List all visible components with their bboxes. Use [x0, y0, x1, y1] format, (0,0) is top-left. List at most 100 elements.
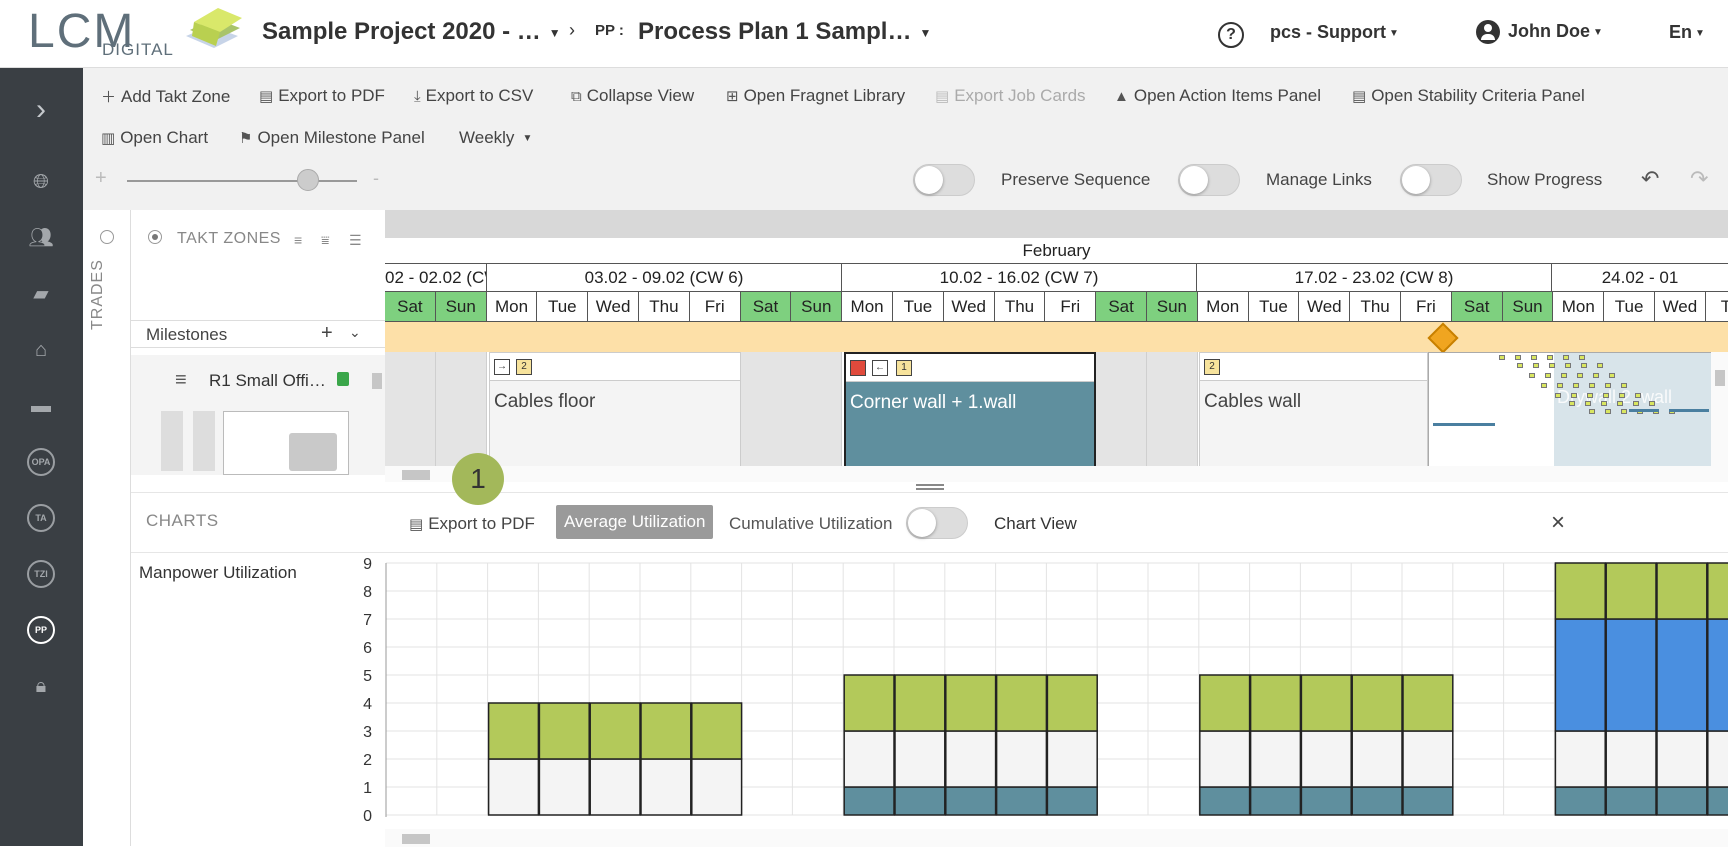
task-cables-floor[interactable]: → 2 Cables floor: [489, 352, 741, 474]
zoom-slider-knob[interactable]: [297, 169, 319, 191]
chart-bar-segment: [1707, 618, 1728, 732]
average-utilization-tab[interactable]: Average Utilization: [556, 505, 714, 539]
day-header: Fri: [1401, 292, 1452, 322]
chart-bar-segment: [1707, 786, 1728, 816]
help-icon[interactable]: ?: [1218, 22, 1244, 48]
manage-links-toggle[interactable]: [1178, 164, 1240, 196]
collapse-view-button[interactable]: ⧉ Collapse View: [571, 86, 695, 105]
plan-selector[interactable]: Process Plan 1 Sampl… ▼: [638, 18, 931, 46]
view-mode-dropdown[interactable]: Weekly ▼: [459, 128, 533, 147]
minimap-task-mark: [1593, 373, 1599, 378]
show-progress-toggle[interactable]: [1400, 164, 1462, 196]
chart-bar-segment: [1554, 730, 1606, 788]
chart-bar-segment: [1707, 730, 1728, 788]
status-red-icon[interactable]: [850, 360, 866, 376]
collapse-icon: ⧉: [571, 88, 582, 105]
zone-scrollbar[interactable]: [369, 355, 385, 470]
project-selector[interactable]: Sample Project 2020 - … ▼: [262, 18, 561, 46]
day-header: Sun: [435, 292, 487, 322]
minimap-task-mark: [1601, 401, 1607, 406]
open-stability-criteria-button[interactable]: ▤ Open Stability Criteria Panel: [1352, 86, 1585, 105]
task-cables-wall[interactable]: 2 Cables wall: [1199, 352, 1428, 474]
gantt-horizontal-scrollbar[interactable]: [385, 466, 1728, 482]
trades-radio[interactable]: [100, 230, 114, 244]
drag-handle-icon[interactable]: ≡: [175, 369, 187, 391]
chart-view-toggle[interactable]: [906, 507, 968, 539]
minimap-task-mark: [1517, 363, 1523, 368]
cumulative-utilization-tab[interactable]: Cumulative Utilization: [729, 514, 893, 533]
arrow-right-icon[interactable]: →: [494, 359, 510, 375]
takt-zones-radio[interactable]: [148, 230, 162, 244]
y-tick-label: 9: [363, 556, 372, 573]
weekend-column: [1096, 352, 1148, 474]
arrow-left-icon[interactable]: ←: [872, 360, 888, 376]
folder-check-icon[interactable]: ▰: [33, 283, 49, 305]
chart-horizontal-scrollbar[interactable]: [385, 829, 1728, 847]
open-fragnet-library-button[interactable]: ⊞ Open Fragnet Library: [726, 86, 906, 105]
folder-open-icon[interactable]: ▬: [31, 395, 51, 417]
step-badge: 1: [452, 453, 504, 505]
chevron-down-icon[interactable]: ⌄: [349, 324, 361, 340]
users-icon[interactable]: 👥︎: [28, 227, 54, 249]
export-pdf-button[interactable]: ▤ Export to PDF: [259, 86, 385, 105]
minimap-viewport[interactable]: [1554, 353, 1711, 473]
manpower-chart: 0 1 2 3 4 5 6 7 8 9 Manpower Utilization: [131, 552, 1728, 847]
day-header: Sat: [1451, 292, 1503, 322]
opa-icon[interactable]: OPA: [27, 448, 55, 476]
ta-icon[interactable]: TA: [27, 504, 55, 532]
globe-icon[interactable]: 🌐︎: [33, 171, 49, 193]
day-header: Thu: [994, 292, 1046, 322]
open-action-items-button[interactable]: ▲ Open Action Items Panel: [1114, 86, 1321, 105]
zoom-slider-track[interactable]: [127, 180, 357, 182]
chart-bar-segment: [995, 786, 1048, 816]
preserve-sequence-toggle[interactable]: [913, 164, 975, 196]
crew-count-badge[interactable]: 2: [516, 359, 532, 375]
chart-export-pdf-button[interactable]: ▤ Export to PDF: [409, 514, 535, 533]
list-view-icon[interactable]: ☰: [349, 232, 362, 248]
minimap-task-mark: [1569, 401, 1575, 406]
zoom-in-button[interactable]: +: [95, 167, 107, 189]
y-tick-label: 5: [363, 668, 372, 685]
chart-bar-segment: [894, 674, 946, 732]
open-chart-button[interactable]: ▥ Open Chart: [101, 128, 209, 147]
flag-icon: ⚑: [239, 130, 253, 147]
chart-bar-segment: [1351, 730, 1403, 788]
lock-icon[interactable]: 🔒︎: [35, 675, 47, 697]
chevron-down-icon: ▼: [548, 25, 561, 40]
pp-icon[interactable]: PP: [27, 616, 55, 644]
add-milestone-icon[interactable]: +: [321, 322, 333, 344]
user-menu[interactable]: John Doe ▼: [1476, 20, 1603, 44]
milestones-row[interactable]: Milestones + ⌄: [131, 320, 385, 348]
crew-count-badge[interactable]: 1: [896, 360, 912, 376]
lcm-digital-logo[interactable]: LCM DIGITAL: [28, 4, 242, 62]
gantt-minimap[interactable]: Drywall 2. wall: [1428, 352, 1711, 474]
export-csv-button[interactable]: ⤓ Export to CSV: [414, 86, 534, 105]
zoom-out-button[interactable]: -: [373, 168, 379, 188]
support-menu[interactable]: pcs - Support ▼: [1270, 22, 1399, 43]
close-icon[interactable]: ×: [1551, 509, 1566, 536]
minimap-task-mark: [1597, 363, 1603, 368]
home-icon[interactable]: ⌂: [34, 339, 48, 361]
language-label: En: [1669, 22, 1693, 42]
panel-resize-handle[interactable]: [916, 484, 944, 490]
tzi-icon[interactable]: TZI: [27, 560, 55, 588]
redo-icon[interactable]: ↷: [1690, 166, 1709, 191]
day-header: Thu: [639, 292, 690, 322]
add-takt-zone-button[interactable]: ＋ Add Takt Zone: [101, 87, 231, 106]
gantt-vertical-scrollbar[interactable]: [1711, 352, 1728, 466]
task-corner-wall[interactable]: ← 1 Corner wall + 1.wall: [844, 352, 1096, 474]
open-milestone-panel-button[interactable]: ⚑ Open Milestone Panel: [239, 128, 425, 147]
expand-chevron-icon[interactable]: ›: [36, 93, 46, 126]
sort-icon[interactable]: ≡: [294, 232, 303, 248]
weekend-column: [385, 352, 436, 474]
minimap-task-mark: [1589, 409, 1595, 414]
takt-zone-item[interactable]: ≡ R1 Small Offi…: [131, 355, 385, 475]
undo-icon[interactable]: ↶: [1641, 166, 1660, 191]
milestone-lane: [385, 322, 1728, 352]
crew-count-badge[interactable]: 2: [1204, 359, 1220, 375]
day-header: Wed: [1655, 292, 1706, 322]
minimap-task-bar: [1459, 423, 1495, 426]
filter-icon[interactable]: ⩸: [321, 232, 330, 248]
language-menu[interactable]: En ▼: [1669, 22, 1705, 43]
export-job-cards-button[interactable]: ▤ Export Job Cards: [935, 86, 1086, 105]
